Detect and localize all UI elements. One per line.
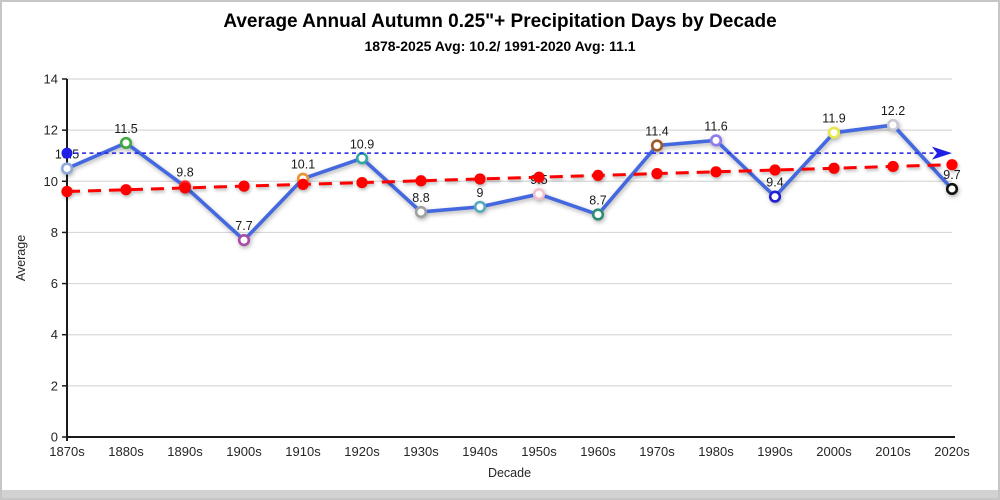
x-tick-label-1940s: 1940s	[462, 444, 498, 459]
x-tick-label-1900s: 1900s	[226, 444, 262, 459]
trend-dot-1930s	[415, 175, 427, 187]
data-label-1960s: 8.7	[589, 194, 606, 208]
trend-line	[66, 163, 953, 194]
x-tick-label-1990s: 1990s	[757, 444, 793, 459]
x-axis-title: Decade	[487, 466, 532, 480]
main-series-group	[60, 118, 959, 247]
x-tick-label-1920s: 1920s	[344, 444, 380, 459]
y-tick-label-4: 4	[51, 327, 58, 342]
data-point-1980s	[709, 134, 723, 147]
data-label-1990s: 9.4	[766, 176, 783, 190]
data-point-1920s	[355, 152, 369, 165]
data-label-1900s: 7.7	[235, 219, 252, 233]
trend-dot-1890s	[179, 182, 191, 194]
data-point-1970s	[650, 139, 664, 152]
data-point-1940s	[473, 200, 487, 213]
trend-dot-2010s	[887, 160, 899, 173]
trend-dot-1910s	[297, 178, 309, 190]
y-tick-label-6: 6	[51, 276, 58, 291]
y-axis-title: Average	[14, 234, 28, 282]
y-tick-label-8: 8	[51, 225, 58, 240]
y-tick-label-14: 14	[44, 72, 58, 87]
trend-dot-2020s	[946, 159, 958, 171]
trend-dot-1960s	[592, 169, 604, 182]
trend-dot-1940s	[474, 173, 486, 185]
data-label-2010s: 12.2	[881, 104, 905, 118]
data-point-1900s	[237, 234, 251, 247]
data-label-1980s: 11.6	[704, 119, 727, 133]
data-point-1960s	[591, 208, 605, 221]
data-label-1940s: 9	[477, 186, 484, 200]
data-label-1920s: 10.9	[350, 137, 374, 151]
trend-dot-1920s	[356, 176, 368, 189]
trend-dot-1900s	[238, 180, 250, 192]
data-point-2000s	[827, 126, 841, 139]
y-tick-label-10: 10	[44, 174, 58, 189]
x-tick-label-1960s: 1960s	[580, 444, 616, 459]
data-label-2000s: 11.9	[822, 112, 845, 126]
data-label-1930s: 8.8	[412, 191, 429, 205]
data-point-2020s	[945, 182, 959, 196]
data-point-1870s	[60, 162, 74, 175]
trend-dot-1990s	[769, 164, 781, 176]
x-tick-label-2010s: 2010s	[875, 444, 911, 459]
y-tick-label-0: 0	[51, 430, 58, 445]
x-tick-label-1970s: 1970s	[639, 444, 675, 459]
x-tick-label-1950s: 1950s	[521, 444, 557, 459]
data-point-1880s	[119, 136, 133, 150]
trend-dot-2000s	[828, 162, 840, 174]
data-point-1990s	[768, 190, 782, 203]
reference-line-arrowhead-icon	[932, 146, 952, 160]
bottom-bar	[2, 490, 998, 498]
trend-dot-1870s	[61, 185, 73, 198]
x-tick-label-1870s: 1870s	[49, 444, 85, 459]
x-tick-label-2000s: 2000s	[816, 444, 852, 459]
trend-dot-1950s	[533, 171, 545, 183]
x-tick-label-1890s: 1890s	[167, 444, 203, 459]
data-label-1910s: 10.1	[291, 158, 315, 172]
y-tick-label-2: 2	[51, 378, 58, 393]
x-tick-label-1910s: 1910s	[285, 444, 321, 459]
x-tick-label-1880s: 1880s	[108, 444, 144, 459]
data-label-2020s: 9.7	[943, 168, 960, 182]
trend-dot-1980s	[710, 166, 722, 178]
x-tick-label-1930s: 1930s	[403, 444, 439, 459]
data-point-2010s	[886, 118, 900, 132]
data-label-1890s: 9.8	[176, 165, 193, 179]
x-tick-label-1980s: 1980s	[698, 444, 734, 459]
main-series-line	[65, 123, 954, 242]
reference-line-start-dot	[61, 147, 73, 159]
trend-dot-1880s	[120, 184, 132, 196]
data-point-1950s	[532, 187, 546, 201]
data-point-1930s	[414, 205, 428, 219]
chart-title: Average Annual Autumn 0.25"+ Precipitati…	[223, 11, 777, 32]
reference-line-group	[61, 146, 952, 160]
trend-dot-1970s	[651, 168, 663, 180]
x-tick-label-2020s: 2020s	[934, 444, 970, 459]
data-label-1970s: 11.4	[645, 124, 668, 138]
y-tick-label-12: 12	[44, 123, 58, 138]
data-label-1880s: 11.5	[114, 122, 137, 136]
trend-group	[61, 159, 958, 198]
chart-subtitle: 1878-2025 Avg: 10.2/ 1991-2020 Avg: 11.1	[364, 38, 636, 54]
